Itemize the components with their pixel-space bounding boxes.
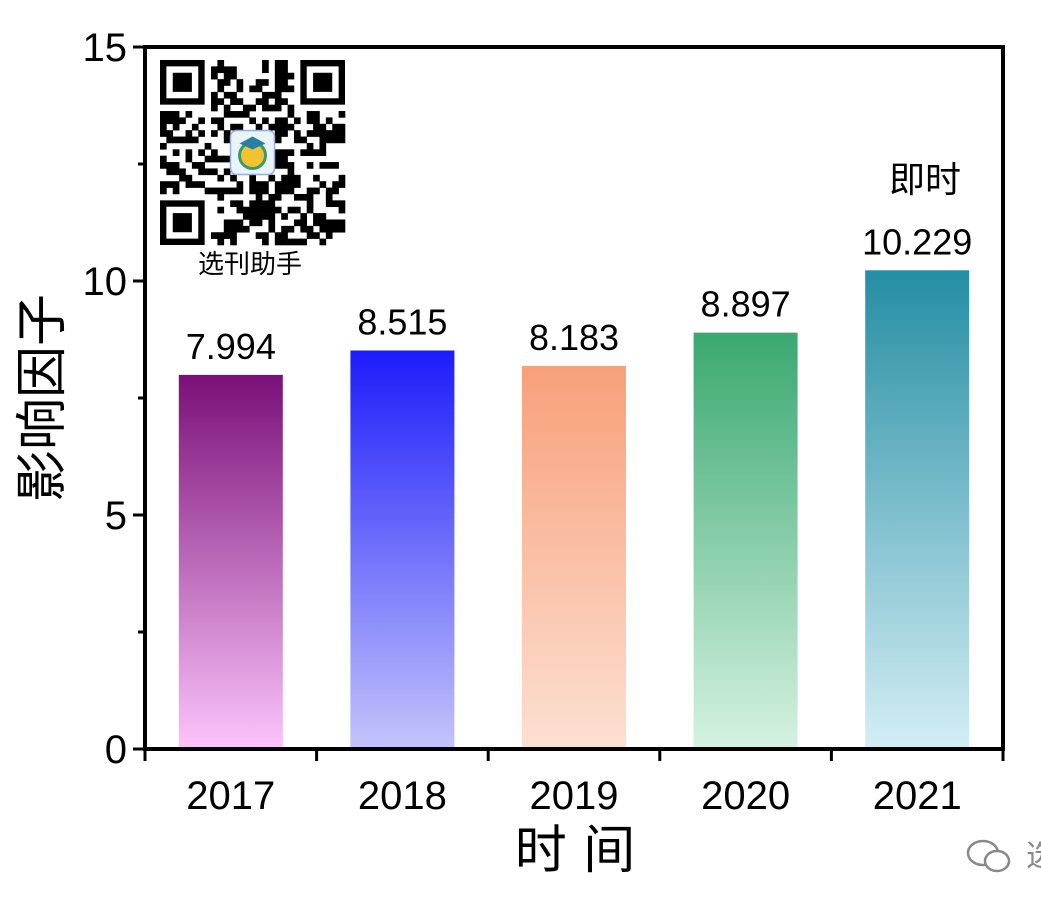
bar-2021: [865, 270, 970, 749]
y-tick-label-15: 15: [83, 26, 128, 70]
qr-code-image: [160, 60, 346, 246]
bar-2017: [178, 374, 283, 749]
x-tick-label-2020: 2020: [701, 774, 790, 818]
x-tick-label-2017: 2017: [186, 774, 275, 818]
y-tick-label-0: 0: [105, 728, 127, 772]
bar-2018: [350, 350, 455, 749]
wechat-icon: [966, 839, 1011, 873]
qr-caption: 选刊助手: [198, 250, 302, 280]
data-label-2018: 8.515: [357, 301, 447, 342]
bar-2020: [693, 332, 798, 749]
data-label-2021: 10.229: [862, 221, 972, 262]
x-axis-title: 时 间: [515, 821, 636, 881]
y-tick-label-5: 5: [105, 494, 127, 538]
x-tick-label-2021: 2021: [873, 774, 962, 818]
data-label-2019: 8.183: [529, 317, 619, 358]
corner-watermark-text: 选: [1026, 839, 1041, 874]
y-tick-label-10: 10: [83, 260, 128, 304]
data-label-2017: 7.994: [186, 326, 276, 367]
y-axis-title: 影响因子: [13, 294, 73, 502]
bar-2019: [522, 366, 626, 749]
data-label-2020: 8.897: [701, 284, 791, 325]
annotation-label: 即时: [889, 160, 961, 201]
x-tick-label-2018: 2018: [358, 774, 447, 818]
x-tick-label-2019: 2019: [530, 774, 619, 818]
